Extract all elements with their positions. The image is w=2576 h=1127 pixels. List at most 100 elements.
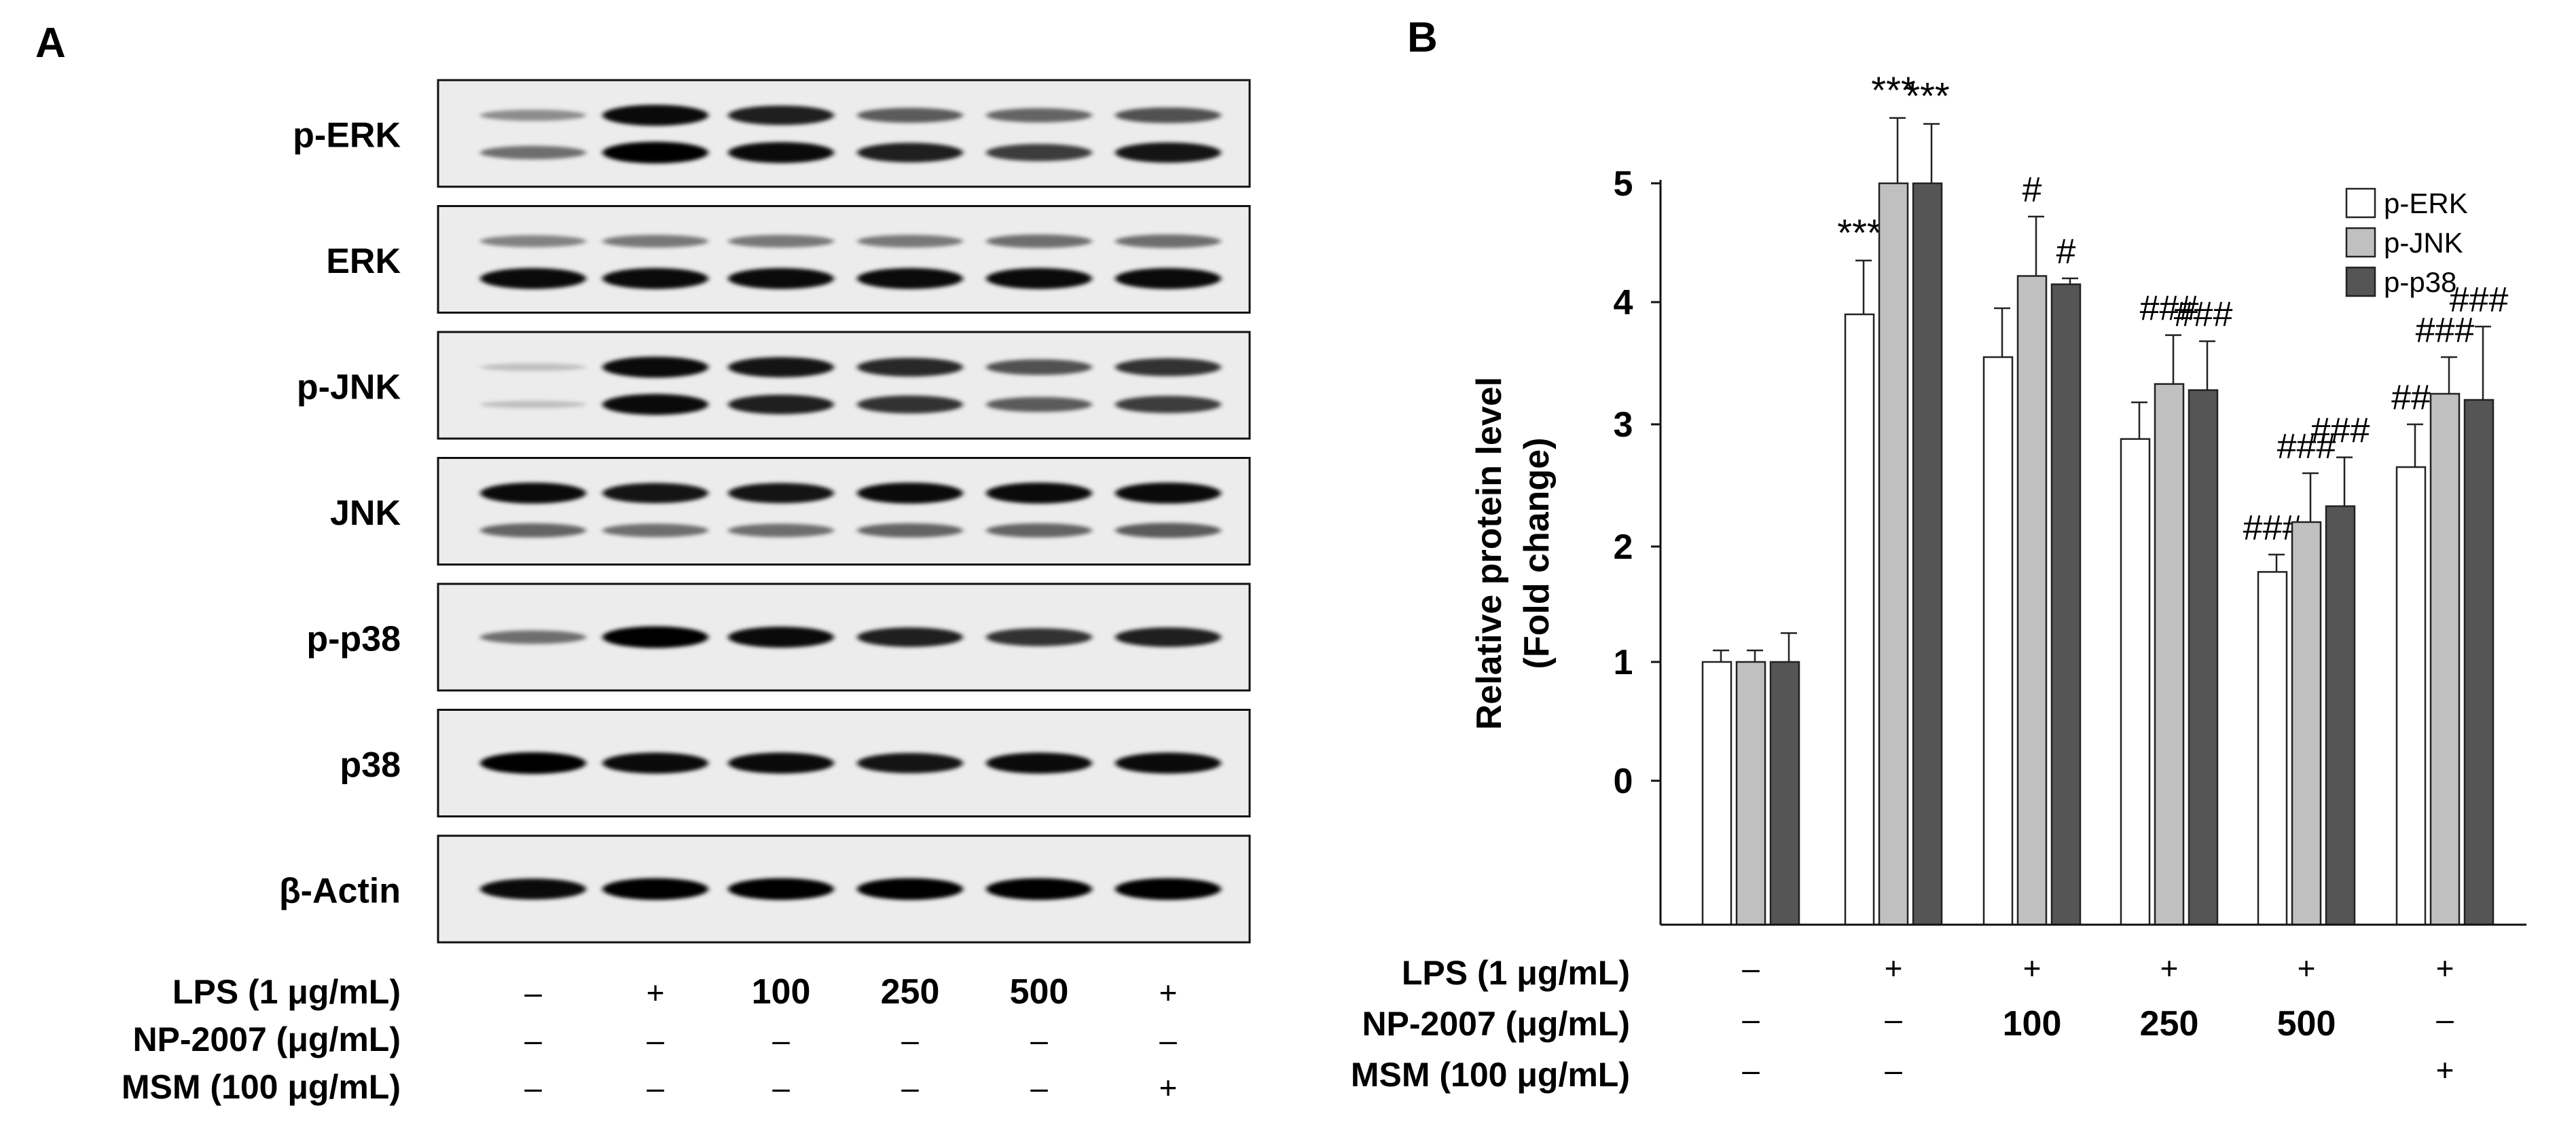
blot-condition-value: –: [901, 1070, 919, 1105]
chart-condition-value: –: [1885, 1052, 1902, 1088]
blot-band: [857, 753, 963, 773]
blot-frame: [437, 331, 1251, 440]
y-tick-label: 1: [1614, 643, 1633, 682]
blot-frame: [437, 205, 1251, 314]
panel-b-label: B: [1407, 14, 1438, 61]
blot-band: [1115, 523, 1221, 538]
chart-condition-value: +: [2436, 1052, 2454, 1088]
y-tick-label: 3: [1614, 405, 1633, 445]
blot-condition-label: NP-2007 (μg/mL): [132, 1020, 401, 1058]
significance-label: ###: [2311, 411, 2370, 451]
blot-condition-value: –: [647, 1022, 664, 1058]
blot-band: [857, 107, 963, 123]
blot-band: [857, 143, 963, 163]
chart-condition-value: 100: [2003, 1004, 2062, 1043]
bar-p-ERK: [1701, 661, 1733, 926]
chart-condition-value: –: [1742, 950, 1760, 986]
blot-label: JNK: [330, 494, 401, 533]
y-tick-label: 4: [1614, 283, 1633, 322]
blot-condition-value: –: [901, 1022, 919, 1058]
blot-band: [986, 396, 1092, 412]
blot-band: [1115, 627, 1221, 647]
blot-condition-table: LPS (1 μg/mL) – +100 250 500 + NP-2007 (μg/mL)…: [122, 972, 1178, 1106]
y-axis-label-line-2: (Fold change): [1517, 438, 1557, 669]
blot-band: [480, 109, 586, 122]
legend-label: p-ERK: [2384, 187, 2468, 219]
blot-label: p38: [340, 745, 401, 785]
chart-legend: p-ERK p-JNK p-p38: [2345, 187, 2468, 298]
blot-band: [480, 235, 586, 248]
chart-condition-value: +: [2436, 950, 2454, 986]
blot-condition-value: 250: [881, 972, 940, 1012]
blot-band: [728, 267, 834, 289]
blot-band: [986, 628, 1092, 646]
bar-p-p38: [2463, 399, 2495, 926]
blot-label: ERK: [326, 242, 401, 281]
blot-condition-label: LPS (1 μg/mL): [173, 973, 401, 1011]
blot-band: [602, 234, 708, 248]
chart-condition-value: 500: [2277, 1004, 2336, 1043]
blot-band: [480, 145, 586, 160]
legend-swatch: [2345, 187, 2376, 219]
blot-row-JNK: JNK: [330, 457, 1251, 566]
blot-band: [728, 752, 834, 774]
blot-band: [602, 752, 708, 774]
blot-band: [1115, 267, 1221, 289]
blot-band: [857, 523, 963, 538]
bar-p-ERK: [2120, 438, 2151, 926]
blot-band: [728, 483, 834, 504]
significance-label: ###: [2416, 311, 2475, 350]
blot-band: [728, 523, 834, 538]
blot-band: [1115, 396, 1221, 413]
significance-label: ###: [2174, 295, 2233, 335]
bar-p-JNK: [1878, 182, 1909, 926]
bar-p-JNK: [2016, 275, 2048, 926]
chart-condition-value: +: [1885, 950, 1903, 986]
blot-band: [480, 523, 586, 538]
chart-axes: 0 1 2 3 4 5 Relative protein level (Fold change…: [1470, 164, 2526, 926]
panel-a-label: A: [35, 20, 66, 67]
blot-condition-value: –: [1030, 1070, 1048, 1105]
blot-frame: [437, 79, 1251, 188]
blot-condition-value: –: [524, 975, 542, 1010]
blot-condition-value: –: [1159, 1022, 1177, 1058]
significance-label: ***: [1837, 211, 1881, 254]
blot-band: [1115, 878, 1221, 900]
blot-condition-value: –: [524, 1070, 542, 1105]
bar-p-JNK: [2429, 392, 2461, 926]
blot-band: [728, 234, 834, 248]
bar-chart: ***###***##########***############ 01234…: [1351, 69, 2526, 1094]
chart-condition-value: –: [2436, 1001, 2454, 1037]
blot-band: [857, 267, 963, 289]
blot-band: [602, 141, 708, 164]
legend-swatch: [2345, 227, 2376, 258]
blot-band: [857, 358, 963, 377]
blot-band: [986, 267, 1092, 289]
blot-band: [1115, 234, 1221, 248]
chart-condition-value: +: [2298, 950, 2316, 986]
blot-band: [480, 401, 586, 409]
blot-band: [480, 267, 586, 289]
western-blot-panel: p-ERK ERK p-JNK JNK p-p38 p38 β-Actin: [279, 79, 1251, 944]
y-axis-label-line-1: Relative protein level: [1470, 377, 1509, 730]
legend-swatch: [2345, 266, 2376, 297]
blot-row-p-JNK: p-JNK: [297, 331, 1251, 440]
significance-label: ###: [2277, 427, 2336, 466]
blot-band: [857, 395, 963, 414]
blot-condition-value: 500: [1010, 972, 1069, 1012]
blot-band: [602, 483, 708, 504]
blot-band: [1115, 752, 1221, 774]
chart-condition-value: –: [1742, 1001, 1760, 1037]
blot-row-β-Actin: β-Actin: [279, 834, 1251, 944]
y-tick-label: 0: [1614, 762, 1633, 801]
blot-band: [986, 144, 1092, 162]
blot-band: [480, 630, 586, 644]
blot-band: [728, 142, 834, 164]
blot-band: [986, 523, 1092, 538]
bar-p-JNK: [2291, 521, 2322, 926]
y-tick-label: 2: [1614, 528, 1633, 567]
legend-label: p-p38: [2384, 266, 2456, 298]
bar-p-p38: [2188, 389, 2219, 926]
blot-band: [857, 627, 963, 647]
